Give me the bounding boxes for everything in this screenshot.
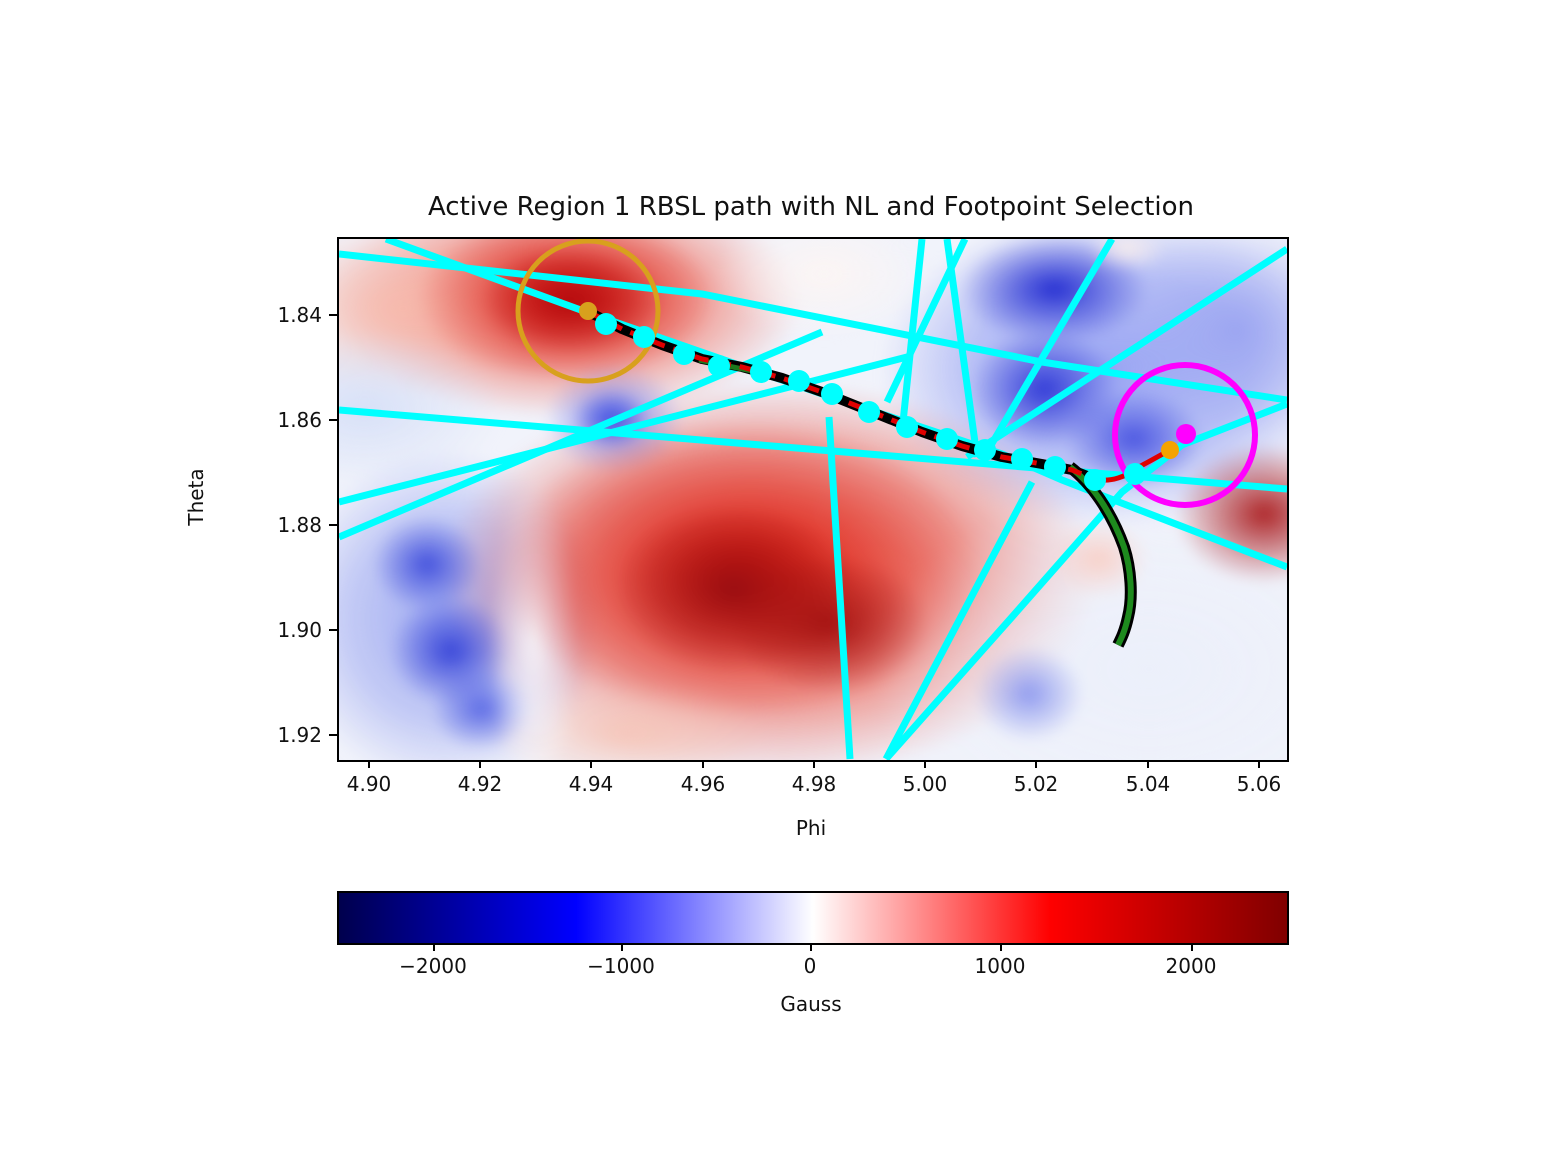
colorbar-tick-mark: [1191, 943, 1193, 951]
x-tick-label: 4.92: [457, 772, 503, 796]
x-tick-mark: [1147, 760, 1149, 768]
footpoint-circle-magenta: [1112, 362, 1258, 508]
x-tick-mark: [924, 760, 926, 768]
neutral-line: [882, 480, 1036, 760]
neutral-line: [339, 353, 908, 506]
chart-title: Active Region 1 RBSL path with NL and Fo…: [427, 192, 1195, 222]
x-tick-mark: [368, 760, 370, 768]
neutral-lines: [339, 239, 1287, 760]
x-tick-label: 5.00: [902, 772, 948, 796]
colorbar: [337, 891, 1289, 945]
neutral-line: [965, 246, 1287, 460]
y-tick-mark: [329, 524, 337, 526]
neutral-line: [339, 250, 1287, 404]
y-tick-label: 1.86: [277, 408, 322, 432]
y-tick-mark: [329, 314, 337, 316]
y-axis-label: Theta: [184, 468, 208, 526]
rbsl-hook-green: [1068, 464, 1134, 647]
footpoint-selection-circles: [515, 239, 1258, 508]
neutral-line: [943, 239, 981, 458]
x-tick-label: 5.04: [1125, 772, 1171, 796]
overlay-svg: [339, 239, 1287, 760]
y-tick-mark: [329, 629, 337, 631]
colorbar-tick-label: 2000: [1165, 954, 1217, 978]
y-tick-label: 1.88: [277, 513, 322, 537]
x-tick-mark: [479, 760, 481, 768]
footpoint-markers: [579, 302, 1196, 459]
x-tick-label: 5.06: [1236, 772, 1282, 796]
y-tick-label: 1.92: [277, 723, 322, 747]
neutral-line: [339, 328, 824, 541]
x-tick-label: 4.94: [568, 772, 614, 796]
colorbar-tick-mark: [621, 943, 623, 951]
y-tick-mark: [329, 734, 337, 736]
x-tick-mark: [1035, 760, 1037, 768]
colorbar-tick-label: 1000: [974, 954, 1026, 978]
plot-area: [337, 237, 1289, 762]
rbsl-path-red-dashed: [587, 309, 1096, 482]
footpoint-dot-left: [579, 302, 597, 320]
x-tick-label: 5.02: [1013, 772, 1059, 796]
colorbar-tick-label: −2000: [399, 954, 467, 978]
colorbar-tick-mark: [433, 943, 435, 951]
selected-point-dot: [1176, 424, 1196, 444]
colorbar-tick-mark: [810, 943, 812, 951]
x-tick-label: 4.98: [791, 772, 837, 796]
x-tick-label: 4.96: [680, 772, 726, 796]
footpoint-circle-gold: [515, 239, 661, 384]
y-tick-label: 1.84: [277, 303, 322, 327]
neutral-line: [983, 239, 1116, 454]
colorbar-tick-label: 0: [803, 954, 817, 978]
x-tick-mark: [1258, 760, 1260, 768]
x-tick-mark: [590, 760, 592, 768]
neutral-line: [898, 239, 926, 433]
x-tick-mark: [702, 760, 704, 768]
y-tick-mark: [329, 419, 337, 421]
neutral-line: [825, 416, 854, 760]
neutral-line: [883, 400, 1287, 760]
path-vertex-dots: [595, 313, 1146, 491]
x-tick-label: 4.90: [346, 772, 392, 796]
footpoint-dot-right: [1161, 441, 1179, 459]
neutral-line: [883, 239, 969, 404]
x-tick-mark: [813, 760, 815, 768]
colorbar-tick-mark: [1000, 943, 1002, 951]
colorbar-tick-label: −1000: [587, 954, 655, 978]
colorbar-label: Gauss: [780, 992, 842, 1016]
x-axis-label: Phi: [795, 816, 827, 840]
y-tick-label: 1.90: [277, 618, 322, 642]
